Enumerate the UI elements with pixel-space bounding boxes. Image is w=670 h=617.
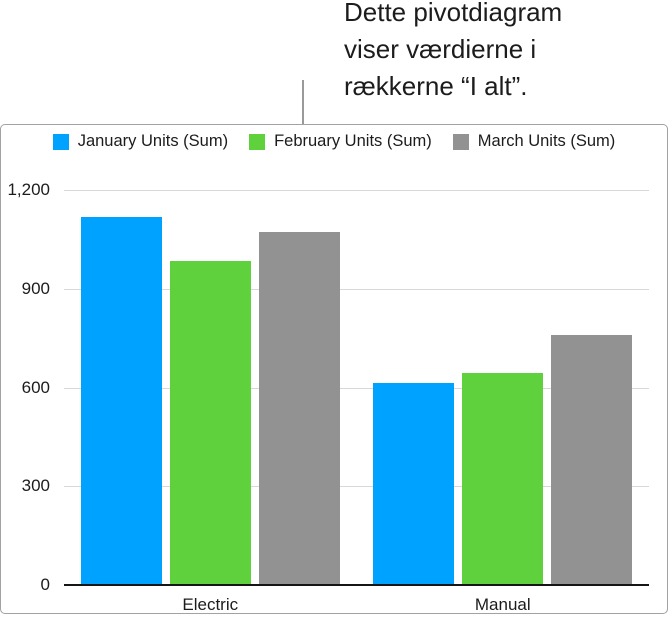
gridline-1200 (64, 190, 649, 191)
legend-label-january: January Units (Sum) (77, 132, 229, 150)
bar-manual-march (551, 335, 633, 584)
gridline-600 (64, 387, 649, 389)
plot-area (64, 190, 649, 586)
legend-swatch-january (52, 133, 69, 150)
legend-item-february: February Units (Sum) (249, 132, 432, 151)
x-axis-line (64, 584, 649, 586)
chart-legend: January Units (Sum) February Units (Sum) M… (1, 132, 667, 151)
bar-manual-february (462, 373, 544, 584)
callout-text-line-1: Dette pivotdiagram (344, 0, 563, 27)
legend-swatch-february (249, 133, 266, 150)
callout-connector-line (302, 80, 304, 125)
bar-group-electric (80, 216, 340, 584)
bar-electric-february (169, 261, 251, 584)
callout-text: Dette pivotdiagram viser værdierne i ræk… (344, 0, 562, 105)
bar-electric-january (80, 216, 162, 584)
callout-text-line-3: rækkerne “I alt”. (344, 71, 528, 101)
gridline-900 (64, 288, 649, 290)
bar-manual-january (373, 383, 455, 584)
x-category-label-electric: Electric (182, 595, 239, 614)
bar-group-manual (373, 335, 633, 584)
legend-item-march: March Units (Sum) (452, 132, 616, 151)
callout-text-line-2: viser værdierne i (344, 34, 537, 64)
y-tick-label: 300 (21, 476, 50, 496)
legend-label-march: March Units (Sum) (477, 132, 616, 150)
legend-swatch-march (452, 133, 469, 150)
y-tick-label: 0 (40, 575, 50, 594)
x-category-label-manual: Manual (474, 595, 531, 614)
y-tick-label: 1,200 (7, 180, 50, 199)
y-tick-label: 600 (21, 377, 50, 397)
legend-label-february: February Units (Sum) (274, 132, 432, 150)
gridline-300 (64, 486, 649, 488)
legend-item-january: January Units (Sum) (52, 132, 229, 151)
chart-panel: January Units (Sum) February Units (Sum) M… (0, 124, 668, 614)
y-tick-label: 900 (21, 278, 50, 298)
bar-electric-march (258, 231, 340, 584)
